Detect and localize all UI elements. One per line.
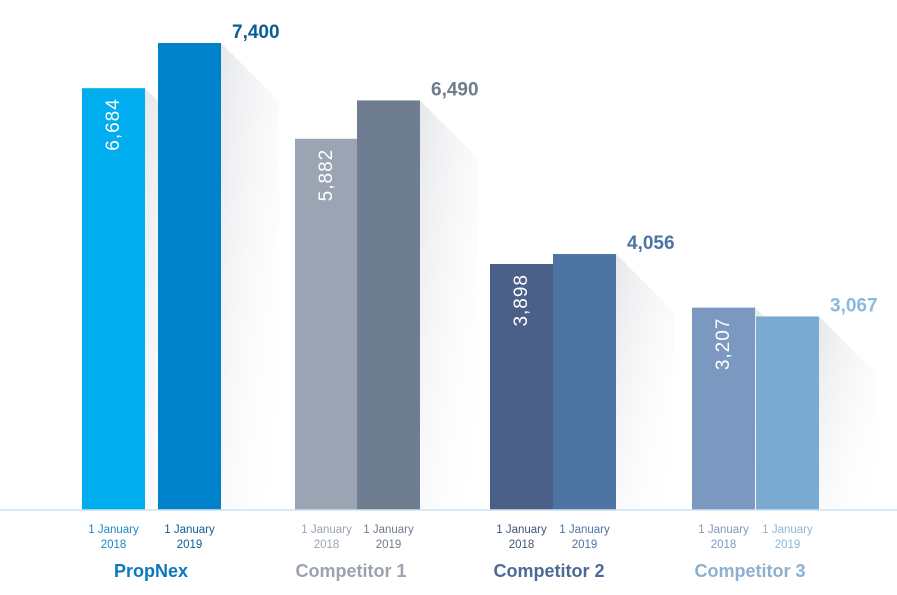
bar [295, 138, 358, 511]
bar-value-label: 3,898 [511, 274, 532, 327]
bar [692, 307, 755, 510]
date-label-line1: 1 January [762, 524, 813, 536]
bar-shadow [819, 316, 877, 510]
bar-value-label: 6,490 [431, 79, 479, 100]
bar-value-label: 5,882 [316, 149, 337, 202]
bar [158, 43, 221, 510]
group-label: Competitor 3 [694, 561, 805, 581]
group-label: Competitor 1 [295, 561, 406, 581]
date-label-line1: 1 January [301, 524, 352, 536]
bar-value-label: 7,400 [232, 22, 280, 43]
date-label-line2: 2019 [177, 539, 203, 551]
date-label-line1: 1 January [363, 524, 414, 536]
date-label-line1: 1 January [559, 524, 610, 536]
date-label-line1: 1 January [88, 524, 139, 536]
date-label-line2: 2019 [572, 539, 598, 551]
bar-shadow [221, 43, 279, 510]
group-label: Competitor 2 [493, 561, 604, 581]
bar-shadow [616, 254, 674, 510]
date-label-line2: 2018 [509, 539, 535, 551]
labels: 6,684 1 January 2018 7,400 1 January 2019 Prop… [88, 22, 877, 581]
date-label-line1: 1 January [698, 524, 749, 536]
date-label-line1: 1 January [496, 524, 547, 536]
bar [756, 316, 819, 510]
bar-value-label: 3,207 [713, 318, 734, 371]
bar [82, 88, 145, 511]
bar-value-label: 3,067 [830, 295, 878, 316]
bar-shadow [420, 100, 478, 510]
bar [490, 264, 553, 510]
date-label-line2: 2019 [775, 539, 801, 551]
date-label-line1: 1 January [164, 524, 215, 536]
date-label-line2: 2018 [101, 539, 127, 551]
bar-value-label: 6,684 [103, 98, 124, 151]
bars [82, 43, 819, 511]
date-label-line2: 2019 [376, 539, 402, 551]
group-label: PropNex [114, 561, 188, 581]
bar [553, 254, 616, 510]
bar-value-label: 4,056 [627, 233, 675, 254]
date-label-line2: 2018 [314, 539, 340, 551]
date-label-line2: 2018 [711, 539, 737, 551]
bar [357, 100, 420, 510]
